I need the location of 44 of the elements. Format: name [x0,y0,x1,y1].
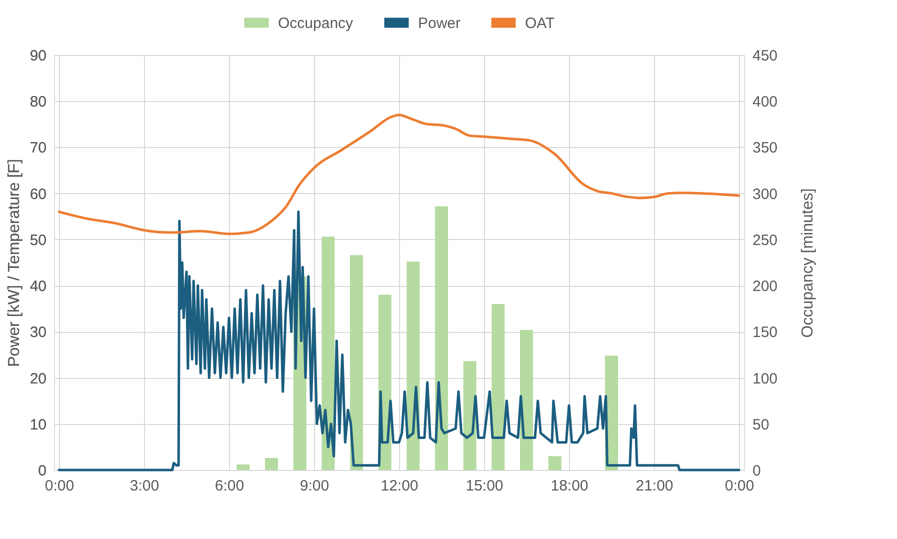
y-tick-label: 90 [30,48,46,64]
y2-axis-title: Occupancy [minutes] [800,188,817,338]
bar [520,330,533,470]
y-tick-label: 10 [30,416,46,434]
y-tick-label: 30 [30,324,46,342]
y2-tick-label: 200 [752,278,778,296]
bar [548,456,562,470]
y-tick-label: 80 [30,94,46,111]
y2-tick-label: 50 [752,416,770,434]
y2-tick-label: 450 [752,48,778,64]
y-tick-label: 20 [30,370,46,388]
x-tick-label: 21:00 [636,478,674,494]
y2-tick-label: 0 [752,462,761,480]
x-tick-label: 9:00 [300,478,330,494]
y-tick-label: 40 [30,278,46,296]
y2-tick-label: 150 [752,324,778,342]
x-tick-label: 6:00 [214,478,244,494]
bar [350,255,363,470]
y2-tick-label: 400 [752,94,778,111]
y-tick-label: 60 [30,186,46,203]
x-tick-label: 18:00 [550,478,588,494]
bar [236,464,250,470]
y-tick-label: 0 [38,462,46,480]
line-series [58,210,740,472]
legend-label: Power [418,14,461,32]
x-tick-label: 15:00 [466,478,504,494]
x-tick-label: 0:00 [724,478,754,494]
y2-tick-label: 100 [752,370,778,388]
bar [265,458,278,470]
bar [435,206,448,470]
y2-tick-label: 300 [752,186,778,203]
x-tick-label: 12:00 [380,478,418,494]
y-axis-title: Power [kW] / Temperature [F] [6,159,23,367]
y-tick-label: 70 [30,140,46,157]
y2-tick-label: 250 [752,232,778,249]
x-tick-label: 3:00 [130,478,160,494]
line-series [58,114,740,236]
bar [463,361,476,470]
legend-label: Occupancy [278,14,354,32]
y2-tick-label: 350 [752,140,778,157]
y-tick-label: 50 [30,232,46,249]
x-tick-label: 0:00 [44,478,74,494]
legend-label: OAT [525,14,555,32]
bar [492,304,505,470]
